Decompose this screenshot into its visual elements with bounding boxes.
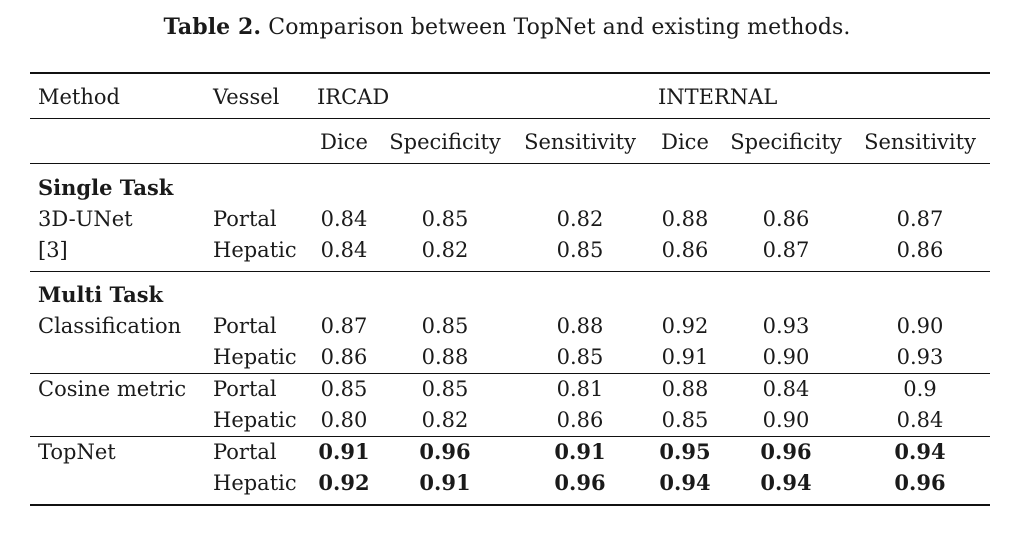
table-cell-value: 0.94 xyxy=(894,439,946,464)
table-cell-value: 0.86 xyxy=(896,238,944,262)
cosine-rule xyxy=(30,436,990,437)
table-caption: Table 2. Comparison between TopNet and e… xyxy=(0,14,1014,40)
table-cell-value: 0.81 xyxy=(556,377,604,401)
table-cell-value: 0.93 xyxy=(896,345,944,369)
table-cell-value: 0.85 xyxy=(556,238,604,262)
table-cell-value: 0.94 xyxy=(760,470,812,495)
table-cell-value: 0.84 xyxy=(762,377,810,401)
row-vessel: Portal xyxy=(213,207,277,231)
table-cell-value: 0.86 xyxy=(762,207,810,231)
header-group-internal: INTERNAL xyxy=(658,85,778,109)
table-cell-value: 0.95 xyxy=(659,439,711,464)
table-cell-value: 0.80 xyxy=(320,408,368,432)
table-cell-value: 0.94 xyxy=(659,470,711,495)
table-cell-value: 0.96 xyxy=(554,470,606,495)
caption-text: Comparison between TopNet and existing m… xyxy=(268,15,851,40)
table-cell-value: 0.91 xyxy=(419,470,471,495)
table-cell-value: 0.91 xyxy=(661,345,709,369)
caption-lead: Table 2. xyxy=(163,14,262,40)
table-cell-value: 0.96 xyxy=(894,470,946,495)
row-method: TopNet xyxy=(38,440,116,464)
table-cell-value: 0.87 xyxy=(896,207,944,231)
row-vessel: Hepatic xyxy=(213,238,297,262)
section-multi-task: Multi Task xyxy=(38,282,164,307)
header-method: Method xyxy=(38,85,120,109)
table-cell-value: 0.91 xyxy=(554,439,606,464)
table-cell-value: 0.86 xyxy=(320,345,368,369)
table-cell-value: 0.87 xyxy=(762,238,810,262)
header-rule xyxy=(30,118,990,119)
table-cell-value: 0.82 xyxy=(421,238,469,262)
header-metric: Dice xyxy=(661,130,709,154)
table-cell-value: 0.90 xyxy=(896,314,944,338)
table-cell-value: 0.93 xyxy=(762,314,810,338)
section-rule xyxy=(30,271,990,272)
row-vessel: Hepatic xyxy=(213,408,297,432)
table-cell-value: 0.84 xyxy=(320,207,368,231)
header-metric: Specificity xyxy=(730,130,842,154)
table-cell-value: 0.82 xyxy=(421,408,469,432)
table-cell-value: 0.85 xyxy=(661,408,709,432)
row-vessel: Hepatic xyxy=(213,471,297,495)
header-vessel: Vessel xyxy=(213,85,280,109)
table-cell-value: 0.9 xyxy=(903,377,937,401)
table-cell-value: 0.85 xyxy=(320,377,368,401)
row-vessel: Hepatic xyxy=(213,345,297,369)
table-cell-value: 0.96 xyxy=(760,439,812,464)
table-cell-value: 0.91 xyxy=(318,439,370,464)
table-cell-value: 0.85 xyxy=(421,377,469,401)
table-cell-value: 0.92 xyxy=(661,314,709,338)
table-cell-value: 0.96 xyxy=(419,439,471,464)
row-method: 3D-UNet xyxy=(38,207,133,231)
row-vessel: Portal xyxy=(213,440,277,464)
row-vessel: Portal xyxy=(213,314,277,338)
table-cell-value: 0.85 xyxy=(421,207,469,231)
table-cell-value: 0.88 xyxy=(661,207,709,231)
header-metric: Specificity xyxy=(389,130,501,154)
header-group-ircad: IRCAD xyxy=(317,85,390,109)
row-method: [3] xyxy=(38,238,68,262)
row-method: Cosine metric xyxy=(38,377,187,401)
table-cell-value: 0.88 xyxy=(556,314,604,338)
table-cell-value: 0.84 xyxy=(896,408,944,432)
table-cell-value: 0.85 xyxy=(556,345,604,369)
table-cell-value: 0.92 xyxy=(318,470,370,495)
row-vessel: Portal xyxy=(213,377,277,401)
bottom-rule xyxy=(30,504,990,506)
table-cell-value: 0.90 xyxy=(762,345,810,369)
table-cell-value: 0.90 xyxy=(762,408,810,432)
classification-rule xyxy=(30,373,990,374)
subheader-rule xyxy=(30,163,990,164)
header-metric: Dice xyxy=(320,130,368,154)
table-cell-value: 0.86 xyxy=(556,408,604,432)
table-cell-value: 0.84 xyxy=(320,238,368,262)
table-cell-value: 0.85 xyxy=(421,314,469,338)
header-metric: Sensitivity xyxy=(524,130,636,154)
table-cell-value: 0.88 xyxy=(421,345,469,369)
table-cell-value: 0.88 xyxy=(661,377,709,401)
top-rule xyxy=(30,72,990,74)
table-cell-value: 0.82 xyxy=(556,207,604,231)
section-single-task: Single Task xyxy=(38,175,174,200)
header-metric: Sensitivity xyxy=(864,130,976,154)
table-cell-value: 0.86 xyxy=(661,238,709,262)
row-method: Classification xyxy=(38,314,182,338)
table-cell-value: 0.87 xyxy=(320,314,368,338)
